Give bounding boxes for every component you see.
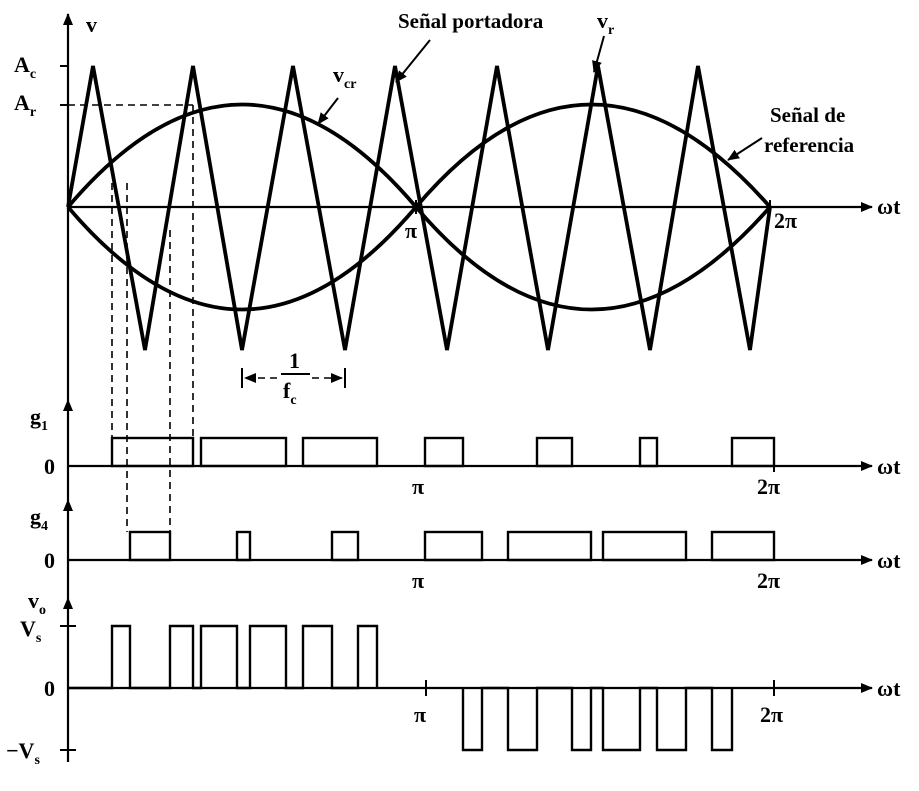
top-omega-t-label: ωt — [877, 194, 901, 219]
vo-pulse — [461, 686, 734, 752]
g4-label: g4 — [30, 504, 48, 534]
g1-label: g1 — [30, 404, 48, 434]
carrier-wave — [66, 65, 772, 351]
vo-positive-pulses — [68, 624, 379, 690]
g1-pulse — [638, 436, 659, 468]
ar-label: Ar — [14, 90, 36, 120]
period-numerator: 1 — [289, 348, 300, 373]
top-2pi-label: 2π — [774, 208, 797, 233]
vr-label: vr — [597, 8, 614, 38]
g1-2pi-label: 2π — [757, 474, 780, 499]
g4-pulse — [330, 530, 360, 562]
vs-label: Vs — [20, 616, 42, 646]
top-pi-label: π — [405, 218, 417, 243]
reference-label-line2: referencia — [764, 133, 855, 157]
g1-pulses — [110, 436, 776, 468]
g1-pulse — [535, 436, 574, 468]
reference-arrow — [727, 137, 763, 161]
g4-pulse — [423, 530, 484, 562]
period-arrow-left — [244, 373, 256, 383]
period-arrow-right — [331, 373, 343, 383]
vo-pulse — [68, 624, 379, 690]
g4-pulse — [128, 530, 172, 562]
vo-zero-label: 0 — [44, 676, 55, 701]
g1-pulse — [730, 436, 776, 468]
period-denominator: fc — [283, 378, 297, 408]
vo-negative-pulses — [461, 686, 734, 752]
g4-zero-label: 0 — [44, 548, 55, 573]
g4-pulses — [128, 530, 776, 562]
vr-arrow — [592, 35, 605, 73]
g1-pulse — [423, 436, 465, 468]
g4-pulse — [506, 530, 593, 562]
g4-2pi-label: 2π — [757, 568, 780, 593]
g1-omega-t-label: ωt — [877, 454, 901, 479]
reference-label-line1: Señal de — [770, 103, 845, 127]
g4-omega-t-label: ωt — [877, 548, 901, 573]
vcr-label: vcr — [333, 62, 356, 92]
g4-pi-label: π — [412, 568, 424, 593]
v-axis-label: v — [86, 12, 97, 37]
g1-pulse — [199, 436, 288, 468]
vo-pi-label: π — [414, 702, 426, 727]
g1-pulse — [110, 436, 195, 468]
carrier-label: Señal portadora — [398, 9, 544, 33]
g4-pulse — [235, 530, 252, 562]
vcr-arrow — [317, 97, 339, 125]
g4-pulse — [601, 530, 688, 562]
g4-pulse — [710, 530, 776, 562]
neg-vs-label: −Vs — [6, 738, 40, 768]
carrier-arrow — [395, 39, 431, 83]
g1-pulse — [301, 436, 379, 468]
g1-zero-label: 0 — [44, 454, 55, 479]
vo-2pi-label: 2π — [760, 702, 783, 727]
g1-pi-label: π — [412, 474, 424, 499]
ac-label: Ac — [14, 52, 36, 82]
vo-omega-t-label: ωt — [877, 676, 901, 701]
vo-label: vo — [28, 588, 46, 618]
